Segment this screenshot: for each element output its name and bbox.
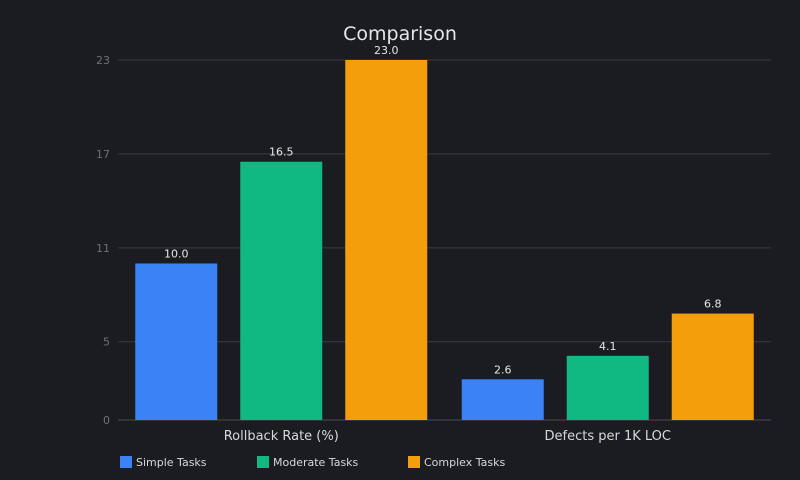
- legend-swatch: [408, 456, 420, 468]
- bar: [240, 161, 323, 420]
- y-tick-label: 17: [96, 148, 110, 161]
- chart-title: Comparison: [343, 23, 457, 45]
- category-label: Defects per 1K LOC: [545, 429, 671, 444]
- bar: [566, 355, 649, 420]
- value-label: 6.8: [704, 298, 722, 311]
- legend: Simple Tasks Moderate Tasks Complex Tasks: [120, 456, 505, 469]
- value-label: 10.0: [164, 247, 189, 260]
- bar: [135, 263, 218, 420]
- y-tick-label: 11: [96, 242, 110, 255]
- value-label: 16.5: [269, 146, 294, 159]
- category-labels: Rollback Rate (%) Defects per 1K LOC: [224, 429, 671, 444]
- bar: [461, 379, 544, 420]
- legend-label: Moderate Tasks: [273, 456, 359, 469]
- bar: [671, 313, 754, 420]
- y-tick-labels: 0 5 11 17 23: [96, 54, 110, 427]
- value-label: 4.1: [599, 340, 617, 353]
- bar: [345, 60, 428, 420]
- category-label: Rollback Rate (%): [224, 429, 339, 444]
- legend-swatch: [257, 456, 269, 468]
- y-tick-label: 5: [103, 336, 110, 349]
- y-gridlines: [118, 59, 771, 421]
- value-label: 2.6: [494, 363, 512, 376]
- legend-swatch: [120, 456, 132, 468]
- y-tick-label: 0: [103, 414, 110, 427]
- legend-label: Simple Tasks: [136, 456, 207, 469]
- y-tick-label: 23: [96, 54, 110, 67]
- value-label: 23.0: [374, 44, 399, 57]
- legend-label: Complex Tasks: [424, 456, 505, 469]
- bars: [135, 60, 754, 420]
- value-labels: 10.0 16.5 23.0 2.6 4.1 6.8: [164, 44, 722, 376]
